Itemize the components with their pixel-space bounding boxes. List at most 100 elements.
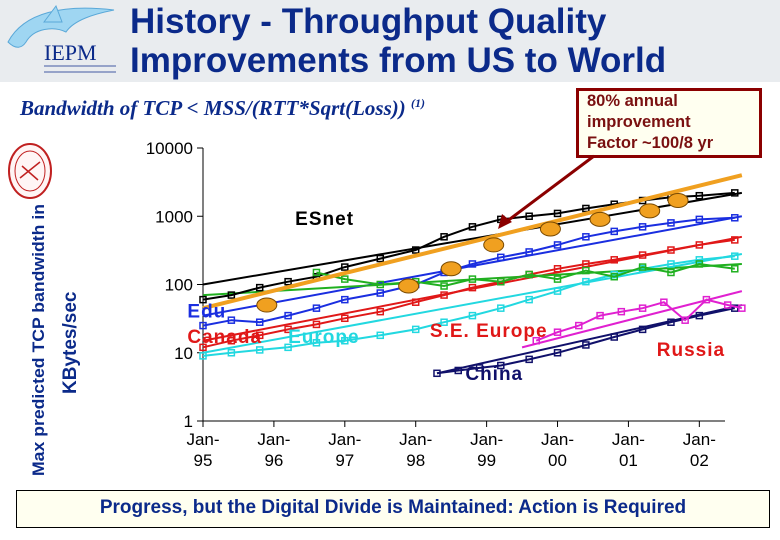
y-axis-label-line-2: KBytes/sec bbox=[60, 291, 81, 394]
callout-arrowhead bbox=[498, 214, 512, 229]
series-point bbox=[376, 280, 385, 289]
series-label: Russia bbox=[657, 340, 725, 361]
series-point bbox=[695, 191, 704, 200]
page-title: History - Throughput Quality Improvement… bbox=[130, 2, 775, 80]
series-label: Edu bbox=[187, 301, 226, 322]
x-tick-label: Jan- bbox=[399, 430, 432, 449]
series-label: Canada bbox=[187, 327, 262, 348]
callout-line-1: 80% annual bbox=[587, 92, 678, 110]
iepm-logo: IEPM bbox=[4, 2, 122, 80]
series-point bbox=[582, 204, 590, 213]
series-line bbox=[202, 255, 735, 357]
series-point bbox=[582, 341, 590, 349]
series-point bbox=[284, 277, 292, 286]
logo-text: IEPM bbox=[44, 40, 97, 65]
series-point bbox=[731, 214, 739, 222]
series-point bbox=[468, 283, 477, 292]
series-point bbox=[667, 260, 675, 268]
x-tick-label: 01 bbox=[619, 451, 638, 470]
trend-marker bbox=[483, 237, 505, 253]
series-point bbox=[255, 331, 264, 340]
series-point bbox=[695, 215, 704, 224]
series-point bbox=[341, 314, 349, 323]
trend-marker bbox=[667, 193, 689, 209]
series-point bbox=[284, 325, 292, 334]
x-tick-label: 95 bbox=[194, 451, 213, 470]
x-tick-label: Jan- bbox=[328, 430, 361, 449]
tcp-formula: Bandwidth of TCP < MSS/(RTT*Sqrt(Loss)) … bbox=[20, 96, 425, 121]
series-point bbox=[582, 233, 590, 241]
y-tick-label: 100 bbox=[165, 276, 193, 295]
series-point bbox=[475, 364, 484, 372]
x-tick-label: 96 bbox=[264, 451, 283, 470]
series-point bbox=[638, 304, 647, 312]
series-point bbox=[199, 295, 207, 304]
footer-text: Progress, but the Digital Divide is Main… bbox=[99, 497, 687, 518]
series-point bbox=[553, 328, 562, 336]
series-point bbox=[312, 339, 321, 347]
series-label: ESnet bbox=[295, 209, 354, 230]
series-point bbox=[255, 318, 264, 326]
x-tick-label: Jan- bbox=[470, 430, 503, 449]
series-point bbox=[695, 256, 704, 264]
series-point bbox=[553, 349, 562, 357]
formula-text: Bandwidth of TCP < MSS/(RTT*Sqrt(Loss)) bbox=[20, 96, 406, 120]
series-point bbox=[227, 316, 236, 324]
series-point bbox=[731, 252, 739, 260]
trend-marker bbox=[639, 203, 661, 219]
fit-line bbox=[202, 252, 743, 354]
series-point bbox=[532, 336, 540, 345]
series-point bbox=[695, 260, 704, 268]
series-point bbox=[454, 366, 463, 375]
series-line bbox=[316, 262, 735, 288]
y-tick-label: 1000 bbox=[155, 207, 193, 226]
y-tick-label: 10000 bbox=[146, 139, 193, 158]
series-point bbox=[525, 295, 533, 304]
series-point bbox=[440, 291, 448, 299]
x-tick-label: Jan- bbox=[612, 430, 645, 449]
series-point bbox=[610, 272, 618, 281]
series-point bbox=[575, 321, 583, 330]
series-point bbox=[731, 189, 739, 197]
series-point bbox=[411, 246, 420, 254]
series-point bbox=[731, 236, 739, 244]
series-point bbox=[610, 227, 618, 236]
y-tick-label: 10 bbox=[174, 344, 193, 363]
series-point bbox=[667, 219, 675, 227]
series-point bbox=[468, 275, 477, 283]
series-point bbox=[227, 336, 236, 345]
series-point bbox=[341, 275, 349, 283]
series-point bbox=[638, 325, 647, 334]
series-point bbox=[525, 355, 533, 364]
series-point bbox=[525, 212, 533, 220]
series-point bbox=[312, 320, 321, 329]
title-line-1: History - Throughput Quality bbox=[130, 2, 607, 41]
series-point bbox=[376, 254, 385, 263]
x-tick-label: Jan- bbox=[541, 430, 574, 449]
x-tick-label: Jan- bbox=[257, 430, 290, 449]
fit-line bbox=[202, 215, 743, 317]
series-point bbox=[468, 311, 477, 320]
series-line bbox=[202, 216, 735, 327]
series-line bbox=[535, 298, 743, 342]
series-point bbox=[497, 361, 505, 370]
series-point bbox=[681, 316, 689, 324]
series-point bbox=[582, 277, 590, 286]
series-point bbox=[376, 289, 385, 297]
series-point bbox=[553, 241, 562, 249]
series-point bbox=[582, 266, 590, 275]
y-axis-label-line-1: Max predicted TCP bandwidth in bbox=[29, 204, 48, 476]
series-point bbox=[433, 369, 441, 378]
series-point bbox=[497, 304, 505, 312]
series-point bbox=[638, 263, 647, 271]
series-point bbox=[468, 223, 477, 231]
series-point bbox=[738, 304, 746, 312]
series-point bbox=[440, 282, 448, 290]
series-point bbox=[341, 336, 349, 345]
callout-line-3: Factor ~100/8 yr bbox=[587, 134, 714, 152]
series-point bbox=[667, 246, 675, 254]
series-point bbox=[638, 223, 647, 231]
series-point bbox=[227, 291, 236, 299]
series-point bbox=[695, 241, 704, 249]
